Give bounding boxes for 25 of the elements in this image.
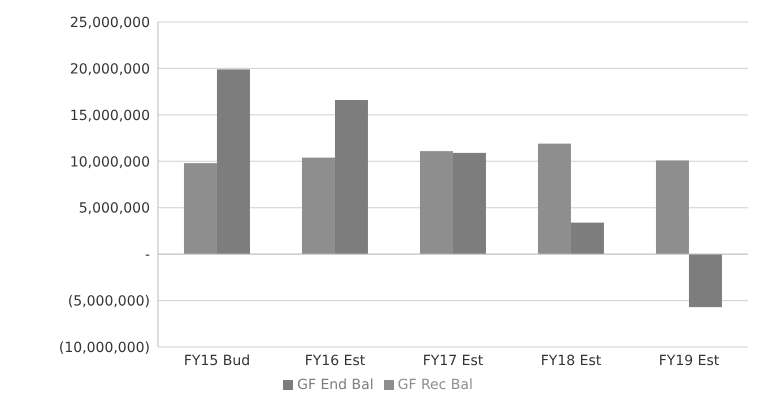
- bar: [420, 151, 453, 254]
- legend-label: GF Rec Bal: [398, 377, 473, 393]
- y-tick-label: 20,000,000: [70, 61, 150, 78]
- x-tick-label: FY19 Est: [658, 352, 720, 369]
- y-tick-label: 10,000,000: [70, 154, 150, 170]
- bar: [452, 152, 486, 254]
- x-tick-label: FY15 Bud: [184, 352, 250, 369]
- x-tick-label: FY17 Est: [422, 352, 484, 369]
- y-tick-label: 15,000,000: [70, 108, 150, 124]
- y-tick-label: 5,000,000: [78, 200, 150, 217]
- bar: [334, 100, 368, 254]
- y-tick-label: (10,000,000): [58, 340, 150, 356]
- bar: [216, 69, 250, 254]
- bar: [538, 144, 571, 254]
- bar: [688, 254, 722, 308]
- bar: [184, 163, 217, 254]
- y-tick-label: (5,000,000): [68, 294, 150, 310]
- bar: [302, 158, 335, 254]
- x-tick-label: FY16 Est: [304, 352, 366, 369]
- x-tick-label: FY18 Est: [540, 352, 602, 369]
- bar: [656, 160, 689, 254]
- legend-label: GF End Bal: [297, 377, 374, 393]
- y-tick-label: -: [144, 247, 150, 264]
- y-tick-label: 25,000,000: [70, 14, 150, 31]
- bar: [570, 222, 604, 254]
